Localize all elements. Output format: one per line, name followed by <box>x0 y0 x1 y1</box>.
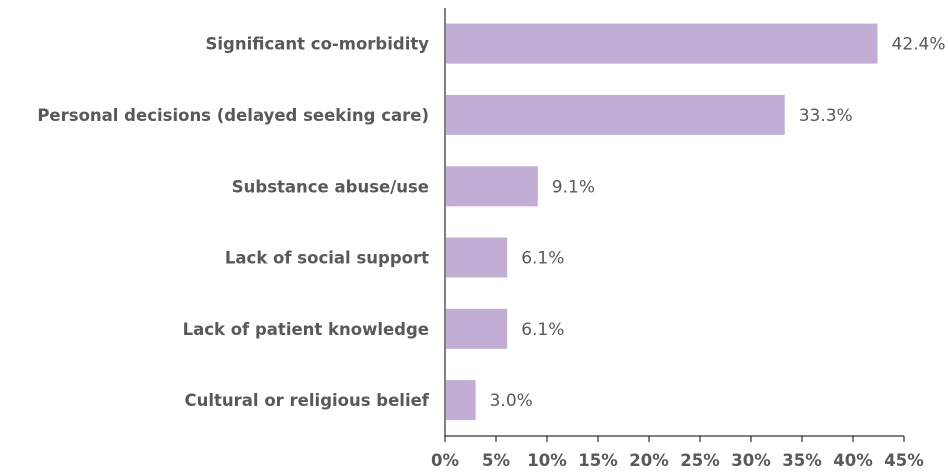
x-tick-label: 35% <box>782 451 822 470</box>
category-label: Lack of social support <box>225 249 429 268</box>
data-label: 9.1% <box>552 177 595 197</box>
bar <box>446 308 508 349</box>
category-label: Lack of patient knowledge <box>183 320 429 339</box>
x-tick-label: 5% <box>482 451 510 470</box>
data-label: 42.4% <box>892 35 946 55</box>
x-tick-label: 20% <box>629 451 669 470</box>
x-tick-label: 10% <box>527 451 567 470</box>
category-label: Significant co-morbidity <box>206 35 430 54</box>
bar <box>446 166 538 207</box>
x-tick-label: 25% <box>680 451 720 470</box>
data-label: 6.1% <box>521 320 564 340</box>
data-label: 3.0% <box>490 391 533 411</box>
x-tick-label: 15% <box>578 451 618 470</box>
category-label: Personal decisions (delayed seeking care… <box>37 106 429 125</box>
x-tick-label: 30% <box>731 451 771 470</box>
bar <box>446 237 508 278</box>
bar <box>446 380 476 421</box>
data-label: 6.1% <box>521 249 564 269</box>
bar <box>446 23 878 64</box>
data-label: 33.3% <box>799 106 853 126</box>
category-label: Cultural or religious belief <box>185 391 430 410</box>
category-label: Substance abuse/use <box>232 177 429 196</box>
bar <box>446 94 785 135</box>
x-tick-label: 40% <box>833 451 873 470</box>
x-tick-label: 0% <box>431 451 459 470</box>
x-tick-label: 45% <box>884 451 924 470</box>
